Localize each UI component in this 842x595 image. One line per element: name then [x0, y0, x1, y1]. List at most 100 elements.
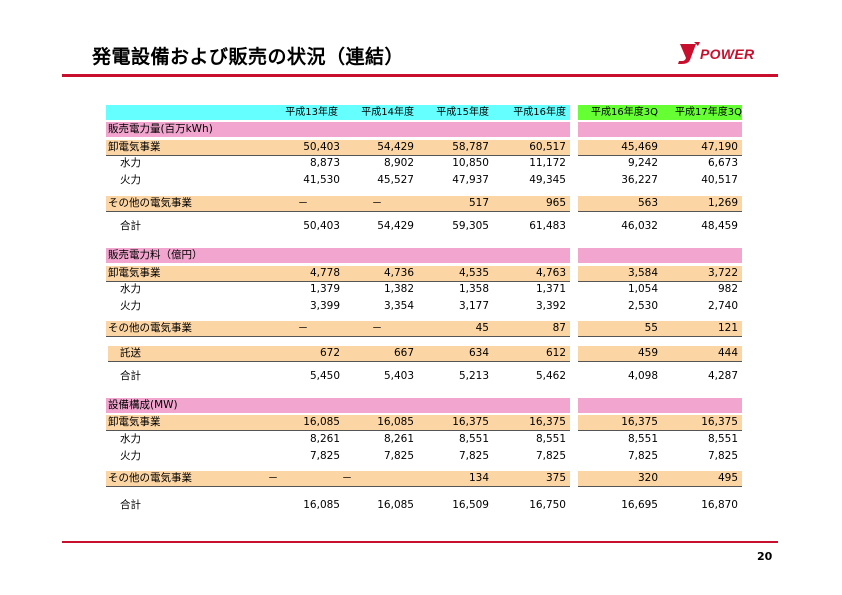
quarter-header-background: [578, 105, 742, 120]
section-heading-row: 販売電力料（億円）: [106, 248, 742, 263]
table-cell: 45,469: [621, 141, 658, 153]
table-row: 託送 672 667 634 612 459 444: [106, 346, 742, 362]
page-number: 20: [757, 550, 773, 563]
row-label: 合計: [120, 499, 141, 511]
table-cell: 612: [545, 347, 566, 359]
section-heading-row: 設備構成(MW): [106, 398, 742, 413]
table-cell: －: [341, 472, 353, 484]
table-cell: －: [267, 472, 279, 484]
table-cell: 4,736: [383, 267, 414, 279]
table-cell: 4,535: [458, 267, 489, 279]
table-cell: 8,551: [535, 433, 566, 445]
table-row: 水力 1,379 1,382 1,358 1,371 1,054 982: [106, 282, 742, 297]
row-label: その他の電気事業: [108, 322, 192, 334]
table-cell: 50,403: [303, 141, 340, 153]
table-cell: －: [297, 197, 309, 209]
table-cell: 16,085: [377, 499, 414, 511]
section-heading-row: 販売電力量(百万kWh): [106, 122, 742, 137]
table-cell: 7,825: [627, 450, 658, 462]
row-label: 火力: [120, 300, 141, 312]
page-title: 発電設備および販売の状況（連結）: [92, 46, 405, 68]
table-cell: 5,403: [383, 370, 414, 382]
table-cell: 16,750: [529, 499, 566, 511]
table-cell: 1,371: [535, 283, 566, 295]
table-row: 合計 16,085 16,085 16,509 16,750 16,695 16…: [106, 498, 742, 513]
table-cell: 7,825: [309, 450, 340, 462]
table-cell: 50,403: [303, 220, 340, 232]
header-background: [106, 105, 570, 120]
table-row: 水力 8,261 8,261 8,551 8,551 8,551 8,551: [106, 432, 742, 447]
table-cell: 5,462: [535, 370, 566, 382]
table-cell: 8,902: [383, 157, 414, 169]
row-label: 卸電気事業: [108, 267, 161, 279]
table-cell: 3,722: [707, 267, 738, 279]
table-cell: 5,450: [309, 370, 340, 382]
table-row: 水力 8,873 8,902 10,850 11,172 9,242 6,673: [106, 156, 742, 171]
row-label: 水力: [120, 433, 141, 445]
table-cell: 48,459: [701, 220, 738, 232]
table-cell: －: [297, 322, 309, 334]
section-heading: 設備構成(MW): [108, 399, 178, 411]
table-cell: 45: [475, 322, 489, 334]
col-header-fy13: 平成13年度: [285, 107, 338, 118]
table-cell: 7,825: [707, 450, 738, 462]
table-cell: －: [371, 322, 383, 334]
table-cell: 3,177: [458, 300, 489, 312]
table-cell: 61,483: [529, 220, 566, 232]
table-cell: 121: [717, 322, 738, 334]
table-row: その他の電気事業 － － 134 375 320 495: [106, 471, 742, 487]
table-cell: 16,870: [701, 499, 738, 511]
table-row: 火力 3,399 3,354 3,177 3,392 2,530 2,740: [106, 299, 742, 314]
table-cell: 16,085: [303, 416, 340, 428]
j-power-logo-icon: [678, 42, 700, 64]
table-cell: 46,032: [621, 220, 658, 232]
col-header-fy16-3q: 平成16年度3Q: [591, 107, 658, 118]
table-cell: 459: [637, 347, 658, 359]
table-row: 卸電気事業 16,085 16,085 16,375 16,375 16,375…: [106, 415, 742, 431]
row-label: 託送: [120, 347, 141, 359]
table-row: 卸電気事業 4,778 4,736 4,535 4,763 3,584 3,72…: [106, 266, 742, 282]
table-cell: 45,527: [377, 174, 414, 186]
title-divider: [62, 74, 778, 77]
col-header-fy16: 平成16年度: [513, 107, 566, 118]
table-cell: 517: [468, 197, 489, 209]
table-cell: 1,054: [627, 283, 658, 295]
table-cell: 54,429: [377, 141, 414, 153]
table-cell: 3,354: [383, 300, 414, 312]
row-label: 卸電気事業: [108, 416, 161, 428]
row-label: 合計: [120, 220, 141, 232]
table-cell: 59,305: [452, 220, 489, 232]
table-cell: 1,379: [309, 283, 340, 295]
row-label: 火力: [120, 174, 141, 186]
table-cell: 7,825: [535, 450, 566, 462]
table-cell: 8,551: [707, 433, 738, 445]
table-cell: 375: [545, 472, 566, 484]
table-cell: 444: [717, 347, 738, 359]
table-cell: 55: [644, 322, 658, 334]
table-cell: －: [371, 197, 383, 209]
table-row: 合計 50,403 54,429 59,305 61,483 46,032 48…: [106, 219, 742, 234]
table-row: その他の電気事業 － － 45 87 55 121: [106, 321, 742, 337]
table-cell: 8,261: [309, 433, 340, 445]
table-cell: 4,778: [309, 267, 340, 279]
table-cell: 16,375: [452, 416, 489, 428]
table-cell: 58,787: [452, 141, 489, 153]
table-cell: 8,551: [627, 433, 658, 445]
table-header-row: 平成13年度 平成14年度 平成15年度 平成16年度 平成16年度3Q 平成1…: [106, 105, 742, 120]
table-cell: 41,530: [303, 174, 340, 186]
table-cell: 60,517: [529, 141, 566, 153]
table-cell: 16,509: [452, 499, 489, 511]
table-cell: 563: [637, 197, 658, 209]
table-row: 火力 41,530 45,527 47,937 49,345 36,227 40…: [106, 173, 742, 188]
table-cell: 4,098: [627, 370, 658, 382]
table-cell: 7,825: [383, 450, 414, 462]
table-cell: 1,382: [383, 283, 414, 295]
row-label: その他の電気事業: [108, 197, 192, 209]
table-row: 卸電気事業 50,403 54,429 58,787 60,517 45,469…: [106, 140, 742, 156]
table-cell: 4,763: [535, 267, 566, 279]
table-cell: 3,399: [309, 300, 340, 312]
table-cell: 965: [545, 197, 566, 209]
col-header-fy14: 平成14年度: [361, 107, 414, 118]
table-cell: 8,261: [383, 433, 414, 445]
table-cell: 36,227: [621, 174, 658, 186]
